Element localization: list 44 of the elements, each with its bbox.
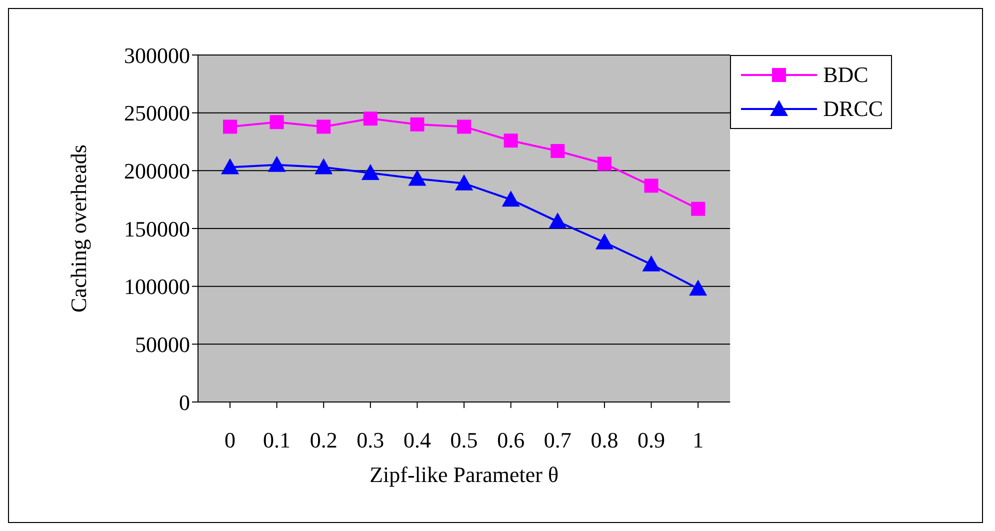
point bbox=[644, 178, 658, 193]
point bbox=[504, 134, 518, 148]
x-axis-title: Zipf-like Parameter θ bbox=[370, 462, 558, 487]
point bbox=[455, 174, 474, 190]
point bbox=[268, 156, 286, 172]
point bbox=[408, 170, 426, 186]
y-tick-label: 200000 bbox=[124, 158, 190, 184]
point bbox=[270, 115, 284, 130]
legend-label: BDC bbox=[823, 62, 868, 88]
point bbox=[410, 117, 424, 132]
point bbox=[457, 120, 472, 134]
x-tick-label: 0.2 bbox=[310, 428, 338, 453]
x-tick-label: 0 bbox=[224, 428, 236, 453]
x-tick-label: 0.4 bbox=[403, 428, 431, 453]
y-tick-label: 150000 bbox=[124, 216, 190, 242]
y-tick-label: 250000 bbox=[124, 100, 190, 126]
point bbox=[689, 280, 708, 296]
point bbox=[691, 202, 706, 216]
x-tick-label: 0.7 bbox=[544, 428, 572, 453]
x-tick-label: 0.6 bbox=[497, 428, 525, 453]
point bbox=[595, 233, 614, 250]
legend-label: DRCC bbox=[823, 96, 883, 122]
y-tick-label: 0 bbox=[179, 390, 190, 415]
point bbox=[314, 158, 333, 174]
point bbox=[361, 164, 380, 180]
y-tick-label: 50000 bbox=[135, 332, 190, 357]
y-axis-title: Caching overheads bbox=[66, 144, 91, 312]
point bbox=[548, 212, 567, 229]
x-tick-label: 0.3 bbox=[356, 428, 384, 453]
point bbox=[597, 156, 612, 171]
point bbox=[223, 120, 237, 134]
point bbox=[642, 255, 660, 272]
x-tick-label: 1 bbox=[692, 428, 704, 453]
x-tick-label: 0.8 bbox=[590, 428, 618, 453]
x-tick-label: 0.9 bbox=[638, 428, 666, 453]
point bbox=[221, 158, 239, 174]
point bbox=[550, 144, 565, 158]
point bbox=[363, 112, 378, 126]
y-tick-label: 300000 bbox=[124, 42, 190, 68]
point bbox=[316, 120, 331, 134]
x-tick-label: 0.5 bbox=[450, 428, 478, 453]
point bbox=[502, 190, 520, 207]
y-tick-label: 100000 bbox=[124, 274, 190, 300]
x-tick-label: 0.1 bbox=[263, 428, 291, 453]
